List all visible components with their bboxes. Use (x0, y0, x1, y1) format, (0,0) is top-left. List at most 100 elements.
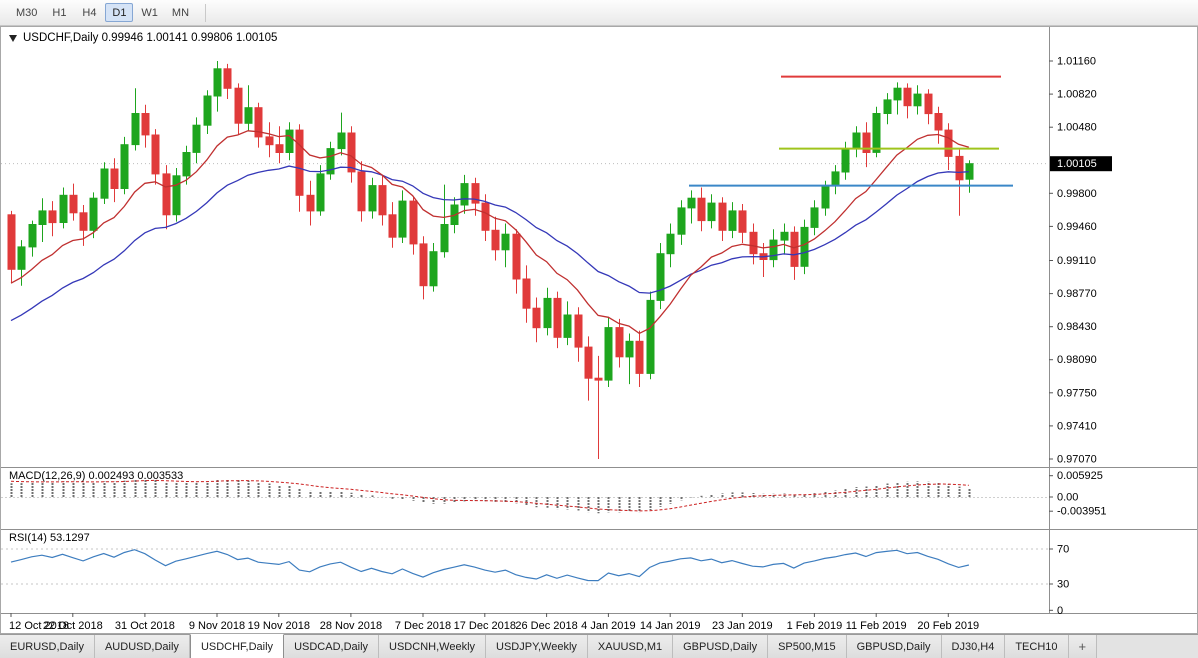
chart-tab-sp500-m15[interactable]: SP500,M15 (768, 635, 847, 658)
candle (275, 126, 284, 164)
candle (965, 160, 974, 193)
candle (718, 197, 727, 241)
chart-tab-gbpusd-daily[interactable]: GBPUSD,Daily (846, 635, 942, 658)
candle (615, 318, 624, 368)
candle (192, 117, 201, 164)
candle (790, 226, 799, 280)
toolbar-separator (205, 3, 207, 22)
chart-tab-usdjpy-weekly[interactable]: USDJPY,Weekly (486, 635, 588, 658)
candle (501, 223, 510, 268)
timeframe-button-d1[interactable]: D1 (105, 3, 134, 22)
candle (883, 93, 892, 125)
candle (697, 187, 706, 232)
timeframe-button-mn[interactable]: MN (171, 6, 190, 19)
current-price-box (1050, 156, 1112, 172)
date-axis-label: 28 Nov 2018 (320, 620, 382, 632)
candle (172, 168, 181, 222)
timeframe-button-h4[interactable]: H4 (82, 6, 97, 19)
candle (182, 145, 191, 185)
rsi-axis-label: 70 (1057, 544, 1069, 556)
candle (924, 89, 933, 125)
candle (337, 112, 346, 156)
candle (285, 122, 294, 161)
date-axis-label: 31 Oct 2018 (115, 620, 175, 632)
chart-title: USDCHF,Daily 0.99946 1.00141 0.99806 1.0… (9, 32, 277, 44)
price-axis-label: 0.98770 (1057, 288, 1097, 300)
chart-area: 1.01160 1.00820 1.00480 0.99800 0.99460 0.991… (0, 26, 1198, 634)
candle (429, 243, 438, 292)
candle (677, 200, 686, 245)
date-axis-label: 23 Jan 2019 (712, 620, 773, 632)
candle (728, 202, 737, 239)
chart-tab-usdchf-daily[interactable]: USDCHF,Daily (189, 634, 285, 658)
date-axis-label: 9 Nov 2018 (189, 620, 245, 632)
price-axis-label: 1.01160 (1057, 56, 1096, 68)
candle (913, 85, 922, 115)
candle (48, 201, 57, 237)
candle (656, 243, 665, 310)
price-axis-label: 0.99460 (1057, 221, 1097, 233)
candle (738, 204, 747, 243)
candle (131, 88, 140, 151)
candle (203, 90, 212, 134)
chart-tab-xauusd-m1[interactable]: XAUUSD,M1 (587, 635, 674, 658)
candle (265, 122, 274, 158)
candle (409, 197, 418, 255)
candle (553, 291, 562, 349)
candle (646, 291, 655, 380)
candle (522, 265, 531, 323)
candle (872, 106, 881, 158)
price-axis-label: 0.97070 (1057, 454, 1097, 466)
candle (378, 174, 387, 226)
candle (604, 316, 613, 387)
candle (141, 104, 150, 148)
price-axis-label: 0.98430 (1057, 321, 1097, 333)
candle (810, 200, 819, 236)
candle (368, 177, 377, 219)
date-axis-label: 17 Dec 2018 (454, 620, 516, 632)
chart-ohlc-readout: USDCHF,Daily 0.99946 1.00141 0.99806 1.0… (23, 32, 278, 44)
candle (254, 102, 263, 148)
chart-marker-icon (9, 34, 17, 42)
candle (841, 141, 850, 180)
chart-tab-usdcnh-weekly[interactable]: USDCNH,Weekly (379, 635, 487, 658)
candle (89, 192, 98, 239)
chart-tab-tech10[interactable]: TECH10 (1005, 635, 1069, 658)
candle (666, 223, 675, 268)
timeframe-button-m30[interactable]: M30 (16, 6, 38, 19)
date-axis-label: 7 Dec 2018 (395, 620, 451, 632)
ma-fast-line[interactable] (10, 130, 970, 335)
candle (563, 301, 572, 346)
price-axis-label: 0.99110 (1057, 255, 1096, 267)
candle (532, 297, 541, 343)
price-axis-label: 0.97750 (1057, 387, 1097, 399)
chart-plot[interactable]: 1.01160 1.00820 1.00480 0.99800 0.99460 0.991… (1, 27, 1197, 633)
macd-histogram (10, 478, 971, 514)
candle (512, 229, 521, 294)
macd-signal-line (10, 479, 969, 512)
timeframe-button-w1[interactable]: W1 (141, 6, 158, 19)
new-chart-button[interactable]: + (1068, 635, 1098, 658)
macd-axis-label: -0.003951 (1057, 506, 1107, 518)
price-axis-label: 1.00480 (1057, 122, 1097, 134)
date-axis-label: 4 Jan 2019 (581, 620, 635, 632)
candle (574, 307, 583, 362)
candle (38, 198, 47, 242)
candle (28, 220, 37, 257)
macd-axis-label: 0.00 (1057, 492, 1078, 504)
timeframe-button-h1[interactable]: H1 (52, 6, 67, 19)
date-axis-label: 14 Jan 2019 (640, 620, 701, 632)
price-axis-label: 1.00820 (1057, 89, 1097, 101)
ma-slow-line[interactable] (10, 165, 969, 322)
candle (491, 216, 500, 261)
chart-tab-usdcad-daily[interactable]: USDCAD,Daily (284, 635, 380, 658)
price-axis-label: 0.98090 (1057, 354, 1097, 366)
chart-tab-gbpusd-daily[interactable]: GBPUSD,Daily (673, 635, 769, 658)
chart-tab-audusd-daily[interactable]: AUDUSD,Daily (94, 635, 190, 658)
candles-layer (7, 61, 974, 459)
candle (213, 61, 222, 112)
candle (234, 83, 243, 134)
candle (398, 190, 407, 243)
chart-tab-dj30-h4[interactable]: DJ30,H4 (941, 635, 1006, 658)
chart-tab-eurusd-daily[interactable]: EURUSD,Daily (0, 635, 95, 658)
